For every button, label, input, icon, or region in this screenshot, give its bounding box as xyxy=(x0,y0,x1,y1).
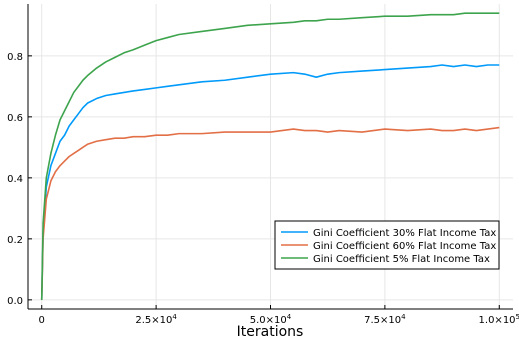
x-tick-label: 5.0×104 xyxy=(250,313,292,326)
legend-box xyxy=(274,220,500,270)
x-tick-exponent: 4 xyxy=(172,313,177,321)
ticks: 0 2.5×104 5.0×104 7.5×104 1.0×105 0.0 0.2 0.4 0.… xyxy=(7,52,519,326)
x-tick-label: 7.5×104 xyxy=(364,313,406,326)
y-tick-label: 0.8 xyxy=(7,52,23,63)
legend-label: Gini Coefficient 5% Flat Income Tax xyxy=(313,254,490,265)
series-layer xyxy=(40,12,500,300)
series-line-1 xyxy=(40,64,500,300)
x-axis-title: Iterations xyxy=(237,324,304,340)
x-tick-label: 0 xyxy=(39,315,45,326)
legend: Gini Coefficient 30% Flat Income Tax Gini… xyxy=(274,220,500,270)
y-tick-label: 0.2 xyxy=(7,235,23,246)
x-tick-exponent: 4 xyxy=(401,313,406,321)
series-line-2 xyxy=(40,126,500,300)
grid-lines xyxy=(28,4,513,309)
series-line-3 xyxy=(40,12,500,300)
y-tick-label: 0.0 xyxy=(7,296,23,307)
legend-label: Gini Coefficient 30% Flat Income Tax xyxy=(313,228,496,239)
x-tick-exponent: 5 xyxy=(516,313,519,321)
x-tick-label: 2.5×104 xyxy=(135,313,177,326)
y-tick-label: 0.6 xyxy=(7,113,23,124)
legend-label: Gini Coefficient 60% Flat Income Tax xyxy=(313,241,496,252)
x-tick-label: 1.0×105 xyxy=(479,313,519,326)
y-tick-label: 0.4 xyxy=(7,174,23,185)
x-tick-exponent: 4 xyxy=(287,313,292,321)
